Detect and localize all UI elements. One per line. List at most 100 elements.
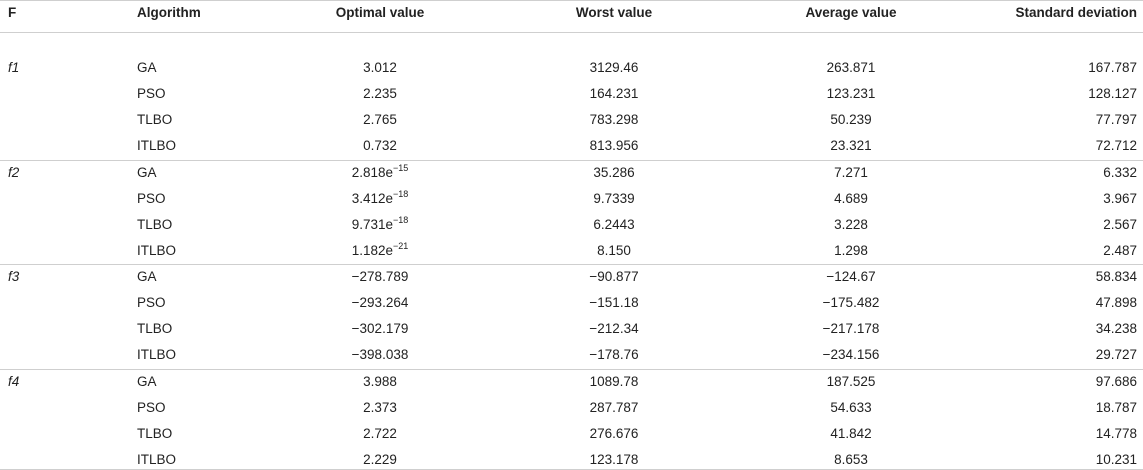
mantissa: 1.182e [351,242,394,258]
value-cell: 2.373 [363,399,397,415]
value-cell: 783.298 [589,112,639,128]
value-cell: −175.482 [822,295,880,311]
exponent: −18 [393,188,409,199]
value-cell: 813.956 [589,138,639,154]
algorithm: GA [137,373,157,389]
algorithm: TLBO [137,216,173,232]
algorithm: PSO [137,190,166,206]
mantissa: 3.412e [351,190,394,206]
algorithm: PSO [137,86,166,102]
value-cell: 18.787 [1095,399,1137,415]
value-cell: 14.778 [1095,425,1137,441]
value-cell: 58.834 [1095,269,1137,285]
algorithm: GA [137,164,157,180]
value-cell: −278.789 [351,269,409,285]
exponent: −15 [393,162,409,173]
value-cell: 128.127 [1088,86,1137,102]
header-cell: Algorithm [137,5,201,20]
value-cell: 72.712 [1095,138,1137,154]
value-cell: 7.271 [834,164,868,180]
value-cell: 35.286 [593,164,635,180]
group-rule [0,369,1143,370]
header-rule [0,32,1143,33]
value-cell: 9.731e−18 [351,214,409,233]
function-label: f3 [8,269,20,285]
value-cell: −217.178 [822,321,880,337]
algorithm: PSO [137,399,166,415]
value-cell: 6.2443 [593,216,635,232]
value-cell: 3.412e−18 [351,188,409,207]
value-cell: 2.235 [363,86,397,102]
value-cell: 10.231 [1095,451,1137,467]
value-cell: 123.231 [826,86,876,102]
value-cell: 8.653 [834,451,868,467]
value-cell: 1089.78 [589,373,639,389]
header-cell: Worst value [575,5,653,20]
top-rule [0,0,1143,1]
header-cell: F [8,5,17,20]
group-rule [0,264,1143,265]
value-cell: −302.179 [351,321,409,337]
group-rule [0,160,1143,161]
value-cell: 50.239 [830,112,872,128]
value-cell: −293.264 [351,295,409,311]
value-cell: 263.871 [826,60,876,75]
value-cell: 4.689 [834,190,868,206]
value-cell: 3.988 [363,373,397,389]
value-cell: 2.487 [1103,242,1137,258]
value-cell: −398.038 [351,347,409,363]
algorithm: ITLBO [137,138,177,154]
value-cell: 187.525 [826,373,876,389]
value-cell: 2.722 [363,425,397,441]
algorithm: TLBO [137,112,173,128]
algorithm: TLBO [137,321,173,337]
value-cell: 164.231 [589,86,639,102]
algorithm: ITLBO [137,451,177,467]
value-cell: 3129.46 [589,60,639,75]
function-label: f4 [8,373,20,389]
value-cell: 97.686 [1095,373,1137,389]
algorithm: TLBO [137,425,173,441]
value-cell: 3.012 [363,60,397,75]
value-cell: 2.818e−15 [351,162,409,181]
value-cell: 3.228 [834,216,868,232]
value-cell: 8.150 [597,242,631,258]
value-cell: 2.765 [363,112,397,128]
value-cell: 123.178 [589,451,639,467]
value-cell: 29.727 [1095,347,1137,363]
value-cell: 167.787 [1088,60,1137,75]
value-cell: 276.676 [589,425,639,441]
value-cell: 54.633 [830,399,872,415]
value-cell: 2.567 [1103,216,1137,232]
value-cell: −234.156 [822,347,880,363]
value-cell: 1.182e−21 [351,240,409,259]
header-cell: Optimal value [335,5,425,20]
function-label: f1 [8,60,20,75]
algorithm: ITLBO [137,347,177,363]
value-cell: 1.298 [834,242,868,258]
mantissa: 9.731e [351,216,394,232]
value-cell: 9.7339 [593,190,635,206]
value-cell: 77.797 [1095,112,1137,128]
value-cell: −90.877 [589,269,639,285]
mantissa: 2.818e [351,164,394,180]
value-cell: 0.732 [363,138,397,154]
exponent: −21 [393,240,409,251]
algorithm: ITLBO [137,242,177,258]
value-cell: 23.321 [830,138,872,154]
value-cell: −124.67 [826,269,876,285]
function-label: f2 [8,164,20,180]
value-cell: −212.34 [589,321,639,337]
header-cell: Standard deviation [1015,5,1137,20]
header-cell: Average value [805,5,897,20]
value-cell: 287.787 [589,399,639,415]
value-cell: 34.238 [1095,321,1137,337]
value-cell: 41.842 [830,425,872,441]
algorithm: PSO [137,295,166,311]
value-cell: 6.332 [1103,164,1137,180]
algorithm: GA [137,269,157,285]
algorithm: GA [137,60,157,75]
value-cell: 2.229 [363,451,397,467]
exponent: −18 [393,214,409,225]
